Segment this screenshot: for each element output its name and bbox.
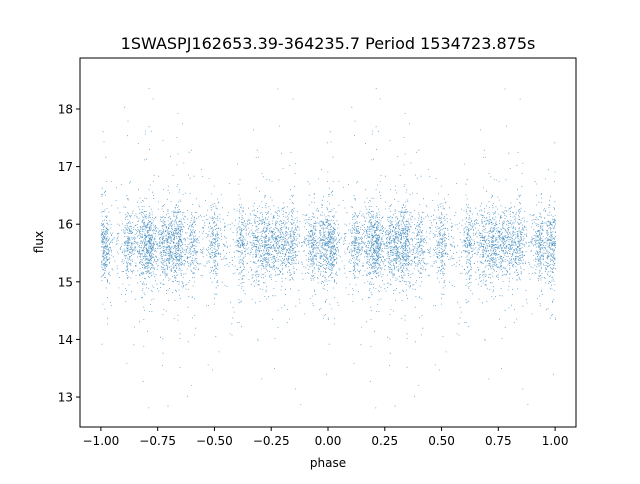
y-tick-label: 17 bbox=[58, 160, 73, 174]
x-tick-label: −0.75 bbox=[139, 434, 176, 448]
chart-title: 1SWASPJ162653.39-364235.7 Period 1534723… bbox=[121, 34, 536, 53]
y-axis-label: flux bbox=[32, 231, 46, 253]
x-axis-label: phase bbox=[310, 456, 346, 470]
x-tick-label: 0.50 bbox=[428, 434, 455, 448]
x-tick-label: 0.25 bbox=[371, 434, 398, 448]
y-tick-label: 13 bbox=[58, 391, 73, 405]
scatter-points bbox=[100, 88, 556, 409]
y-tick-label: 18 bbox=[58, 102, 73, 116]
y-tick-label: 16 bbox=[58, 218, 73, 232]
x-tick-label: −1.00 bbox=[83, 434, 120, 448]
data-points bbox=[100, 88, 556, 409]
y-tick-label: 14 bbox=[58, 333, 73, 347]
x-tick-label: 0.00 bbox=[315, 434, 342, 448]
x-tick-label: 0.75 bbox=[485, 434, 512, 448]
y-tick-label: 15 bbox=[58, 275, 73, 289]
x-tick-label: −0.50 bbox=[196, 434, 233, 448]
x-tick-label: −0.25 bbox=[253, 434, 290, 448]
y-axis: 13 14 15 16 17 18 bbox=[58, 102, 80, 405]
x-tick-label: 1.00 bbox=[542, 434, 569, 448]
x-axis: −1.00 −0.75 −0.50 −0.25 0.00 0.25 0.50 0.75 1.00 bbox=[83, 427, 569, 448]
